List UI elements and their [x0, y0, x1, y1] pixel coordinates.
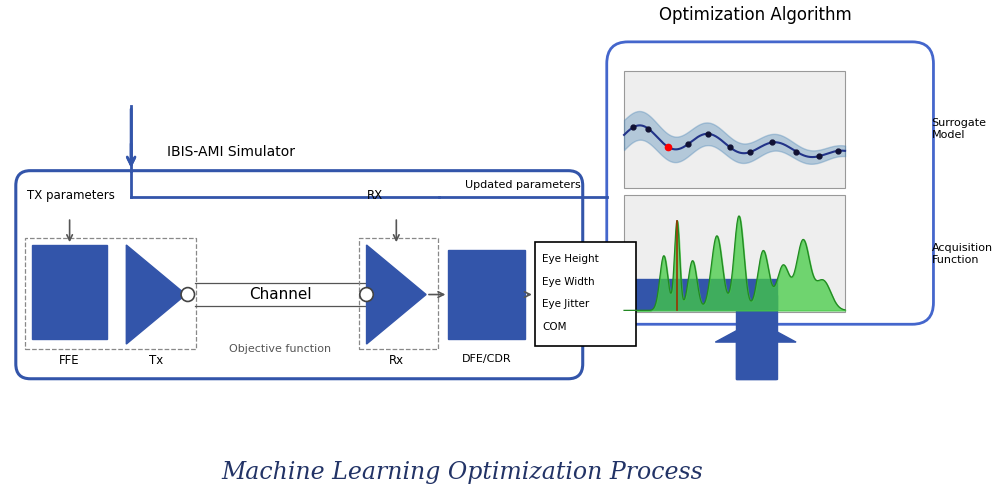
Bar: [636, 279, 777, 310]
Text: Eye Width: Eye Width: [542, 277, 595, 287]
Text: IBIS-AMI Simulator: IBIS-AMI Simulator: [167, 145, 295, 159]
Bar: [624, 196, 845, 312]
Bar: [624, 71, 845, 187]
Bar: [736, 342, 776, 379]
Bar: [25, 238, 196, 349]
Text: FFE: FFE: [59, 354, 80, 367]
Polygon shape: [367, 245, 426, 344]
Text: Surrogate
Model: Surrogate Model: [932, 118, 987, 140]
Text: RX: RX: [367, 188, 383, 202]
Text: Channel: Channel: [249, 287, 311, 302]
Text: Eye Height: Eye Height: [542, 254, 599, 264]
Text: Objective function: Objective function: [229, 344, 331, 354]
Bar: [448, 250, 525, 339]
Polygon shape: [715, 321, 796, 342]
Text: Machine Learning Optimization Process: Machine Learning Optimization Process: [222, 461, 703, 484]
Bar: [535, 242, 636, 346]
Bar: [736, 341, 776, 342]
FancyBboxPatch shape: [16, 171, 583, 379]
Text: DFE/CDR: DFE/CDR: [462, 354, 511, 364]
Polygon shape: [126, 245, 186, 344]
FancyBboxPatch shape: [607, 42, 933, 324]
Bar: [736, 294, 777, 379]
Bar: [32, 245, 107, 339]
Text: TX parameters: TX parameters: [27, 188, 115, 202]
Text: COM: COM: [542, 322, 567, 332]
Text: Updated parameters: Updated parameters: [465, 179, 581, 190]
Text: Acquisition
Function: Acquisition Function: [932, 243, 993, 265]
Circle shape: [360, 288, 373, 301]
Text: Tx: Tx: [149, 354, 163, 367]
Text: Optimization Algorithm: Optimization Algorithm: [659, 6, 852, 24]
Text: Eye Jitter: Eye Jitter: [542, 299, 590, 309]
Text: Rx: Rx: [389, 354, 404, 367]
Circle shape: [181, 288, 195, 301]
Bar: [359, 238, 438, 349]
